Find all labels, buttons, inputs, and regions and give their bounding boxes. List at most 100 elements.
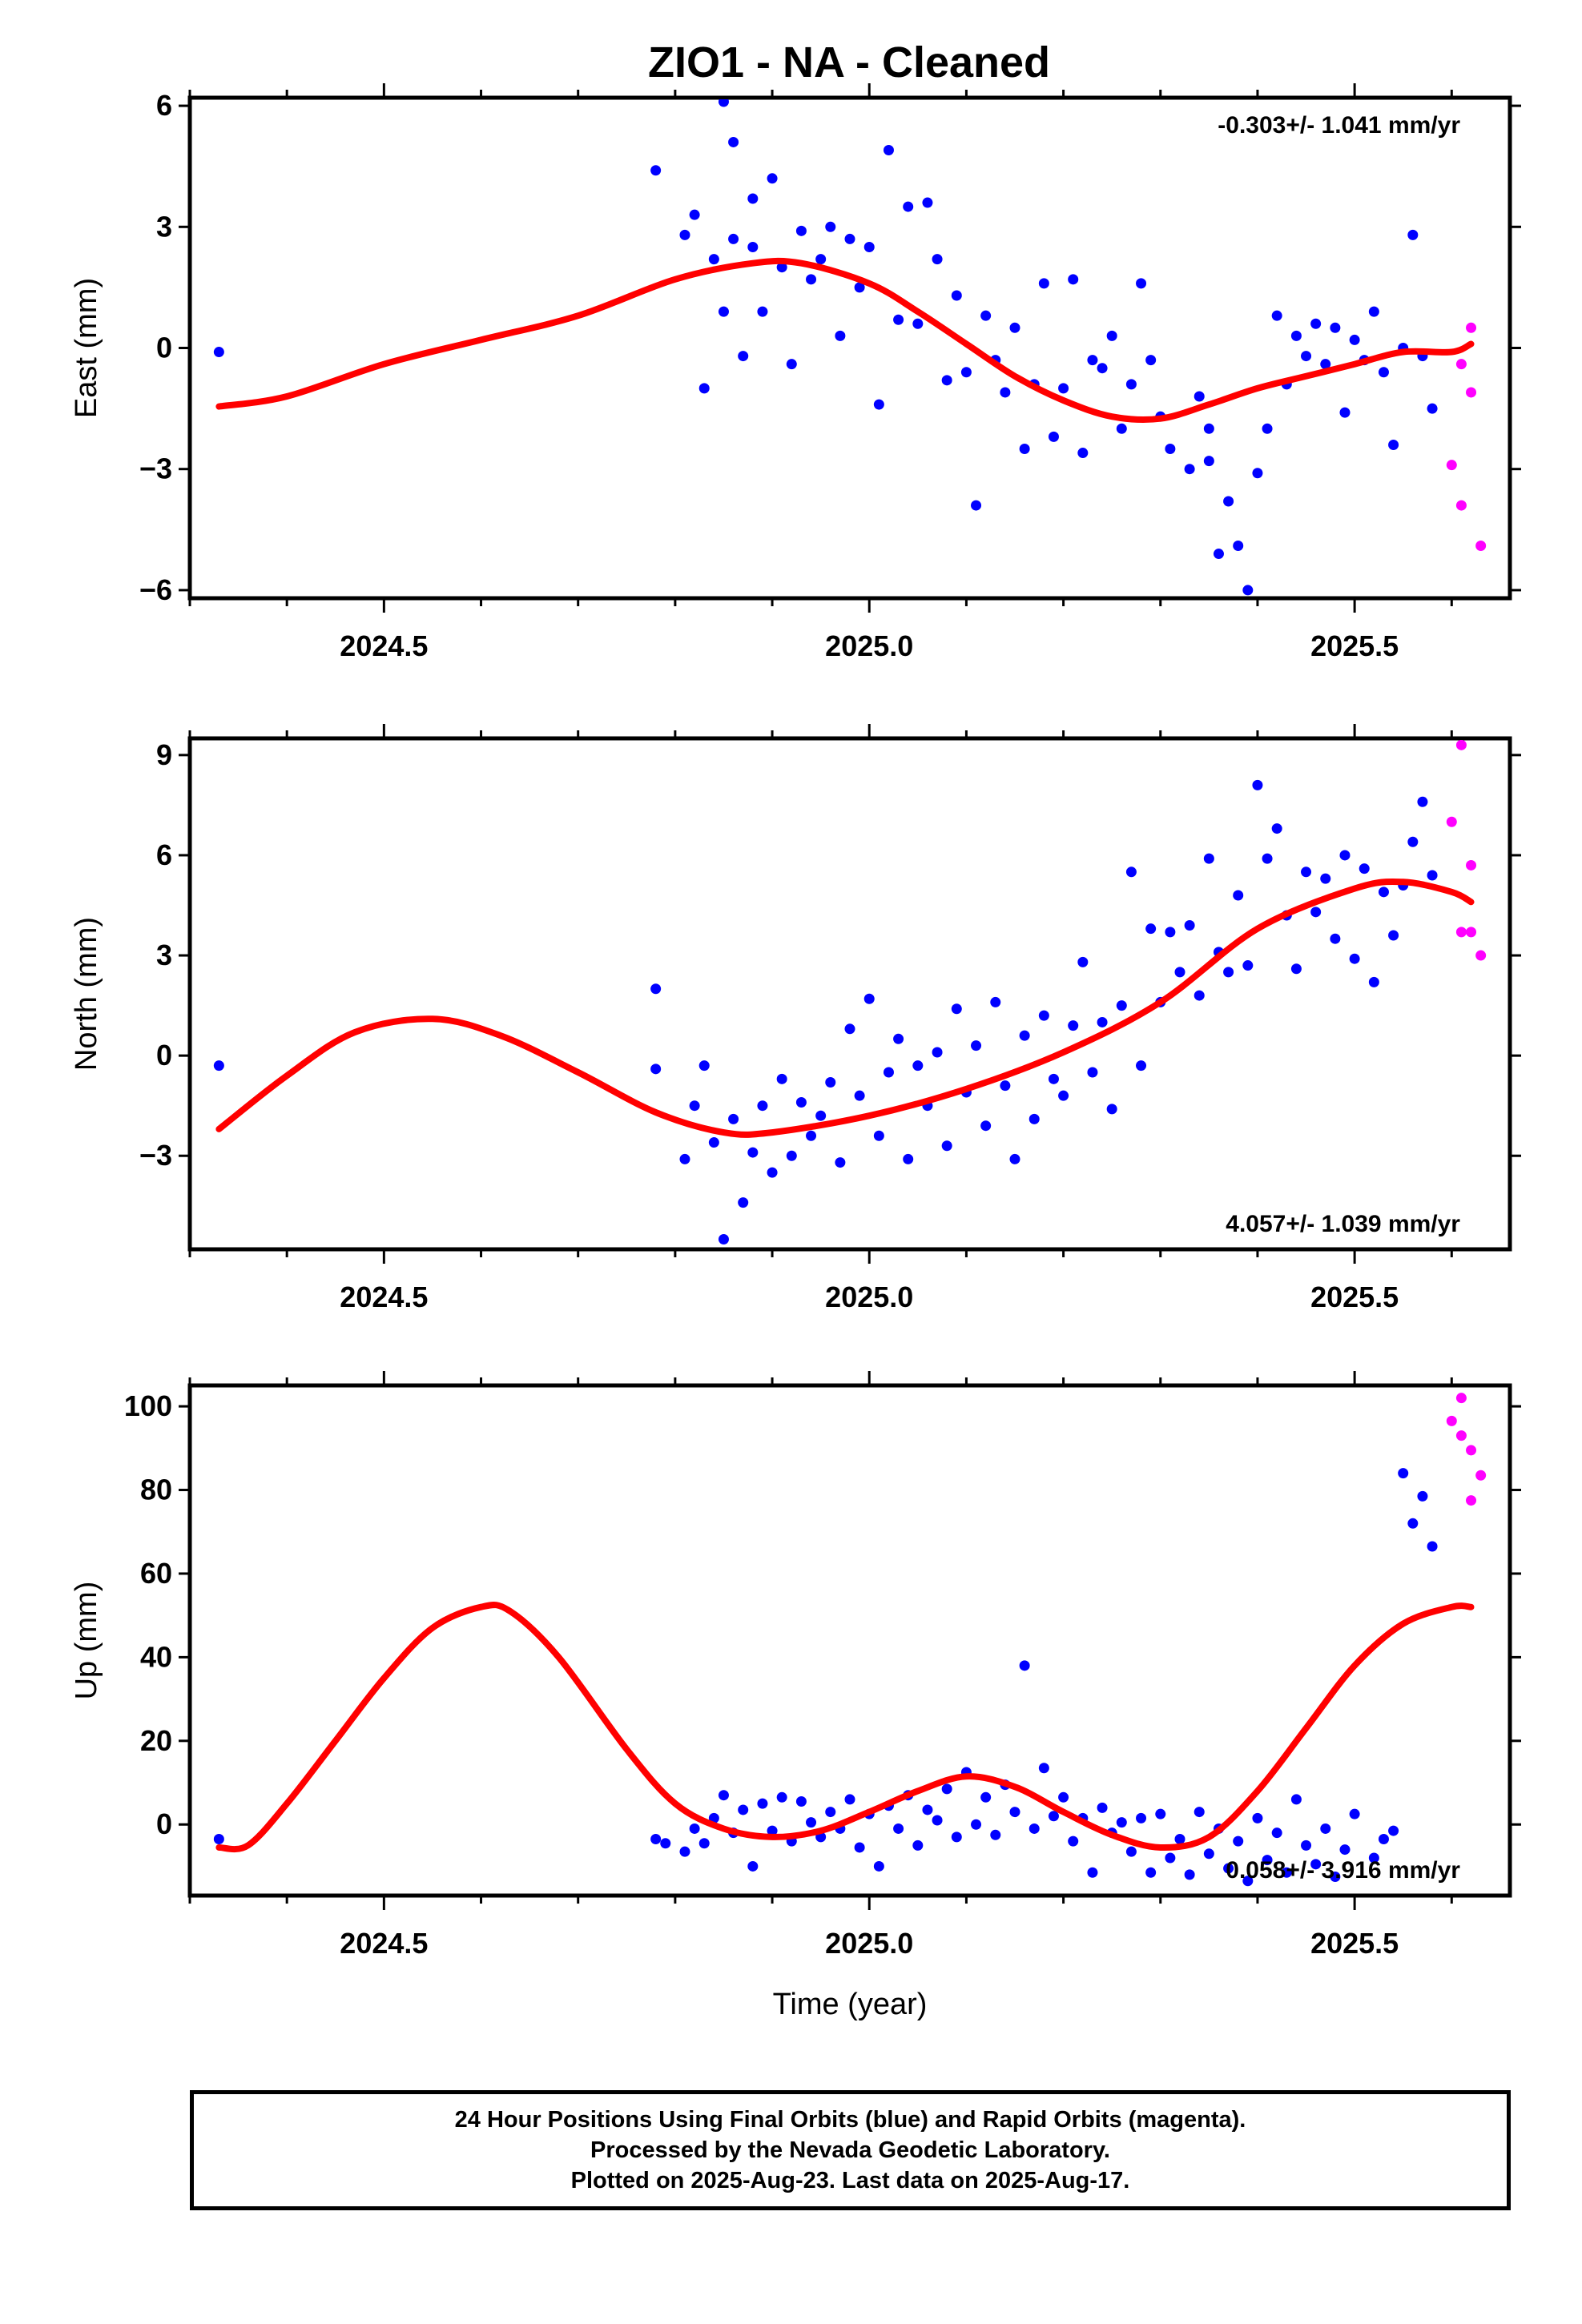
final-orbit-point	[1388, 1825, 1399, 1836]
y-tick-label: 80	[140, 1474, 172, 1506]
final-orbit-point	[213, 1060, 224, 1072]
final-orbit-point	[1203, 1848, 1214, 1860]
final-orbit-point	[1194, 1807, 1205, 1818]
final-orbit-point	[912, 1060, 924, 1072]
final-orbit-point	[825, 1077, 836, 1088]
final-orbit-point	[1097, 363, 1108, 374]
final-orbit-point	[1145, 1867, 1157, 1878]
final-orbit-point	[1097, 1802, 1108, 1813]
final-orbit-point	[1271, 1827, 1282, 1839]
final-orbit-point	[776, 262, 787, 273]
final-orbit-point	[1407, 1518, 1419, 1529]
final-orbit-point	[1233, 890, 1244, 901]
final-orbit-point	[1077, 956, 1089, 967]
final-orbit-point	[1233, 540, 1244, 551]
final-orbit-point	[1165, 1852, 1176, 1864]
final-orbit-point	[1417, 1490, 1428, 1502]
rapid-orbit-point	[1455, 927, 1467, 938]
rapid-orbit-point	[1455, 1430, 1467, 1441]
final-orbit-point	[980, 310, 992, 321]
final-orbit-point	[1378, 367, 1389, 378]
final-orbit-point	[893, 314, 904, 325]
final-orbit-point	[922, 197, 933, 208]
final-orbit-point	[776, 1791, 787, 1803]
final-orbit-point	[1339, 850, 1351, 861]
final-orbit-point	[922, 1804, 933, 1815]
chart-panels: −6 −3 0 3 6 2024.5 2025.0 2025.5 East (mm) -0.303…	[70, 83, 1521, 2021]
final-orbit-point	[650, 983, 662, 995]
final-orbit-point	[708, 1137, 719, 1148]
final-orbit-point	[747, 193, 759, 204]
final-orbit-point	[941, 1783, 952, 1795]
final-orbit-point	[1048, 1073, 1059, 1084]
rapid-orbit-point	[1466, 1495, 1477, 1506]
final-orbit-point	[1242, 1876, 1254, 1887]
final-orbit-point	[1203, 423, 1214, 434]
final-orbit-point	[718, 1790, 729, 1801]
fit-curve	[215, 257, 1475, 424]
final-orbit-point	[1203, 853, 1214, 864]
final-orbit-point	[1368, 976, 1379, 987]
final-orbit-point	[786, 1150, 797, 1161]
final-orbit-point	[1116, 1817, 1127, 1828]
final-orbit-point	[1194, 990, 1205, 1001]
final-orbit-point	[941, 375, 952, 386]
final-orbit-point	[1077, 448, 1089, 459]
x-tick-label: 2025.0	[825, 1281, 913, 1313]
final-orbit-point	[863, 241, 875, 252]
final-orbit-point	[708, 254, 719, 265]
final-orbit-point	[873, 1130, 884, 1141]
final-orbit-point	[951, 1831, 962, 1843]
rapid-orbit-point	[1446, 1415, 1457, 1426]
final-orbit-point	[825, 221, 836, 232]
final-orbit-point	[786, 359, 797, 370]
final-orbit-point	[1407, 229, 1419, 240]
final-orbit-point	[1252, 468, 1263, 479]
data-layer	[213, 99, 1487, 596]
final-orbit-point	[1038, 1010, 1049, 1021]
final-orbit-point	[650, 165, 662, 176]
final-orbit-point	[1349, 953, 1360, 964]
footer-caption: 24 Hour Positions Using Final Orbits (bl…	[190, 2090, 1511, 2210]
rapid-orbit-point	[1466, 1445, 1477, 1456]
y-axis-label: Up (mm)	[70, 1582, 103, 1700]
final-orbit-point	[835, 1157, 846, 1168]
final-orbit-point	[1301, 1839, 1312, 1851]
final-orbit-point	[1310, 1859, 1322, 1870]
final-orbit-point	[747, 241, 759, 252]
panel-1: −6 −3 0 3 6 2024.5 2025.0 2025.5 East (mm) -0.303…	[70, 83, 1521, 662]
rapid-orbit-point	[1455, 500, 1467, 511]
final-orbit-point	[1349, 334, 1360, 345]
final-orbit-point	[1125, 379, 1137, 390]
final-orbit-point	[728, 233, 739, 244]
final-orbit-point	[1378, 1834, 1389, 1845]
final-orbit-point	[990, 1829, 1001, 1840]
final-orbit-point	[806, 1817, 817, 1828]
rapid-orbit-point	[1466, 387, 1477, 398]
velocity-annotation: -0.303+/- 1.041 mm/yr	[1218, 112, 1460, 139]
x-tick-label: 2025.0	[825, 629, 913, 662]
final-orbit-point	[951, 290, 962, 301]
chart-title: ZIO1 - NA - Cleaned	[648, 38, 1050, 86]
final-orbit-point	[844, 1023, 855, 1035]
final-orbit-point	[1000, 1080, 1011, 1092]
final-orbit-point	[883, 1067, 894, 1078]
final-orbit-point	[1184, 920, 1195, 931]
final-orbit-point	[747, 1860, 759, 1872]
final-orbit-point	[932, 1047, 943, 1058]
final-orbit-point	[767, 173, 778, 184]
final-orbit-point	[1359, 863, 1370, 875]
final-orbit-point	[1427, 870, 1438, 881]
final-orbit-point	[679, 1153, 690, 1164]
final-orbit-point	[1106, 1104, 1117, 1115]
final-orbit-point	[1320, 873, 1331, 884]
rapid-orbit-point	[1466, 927, 1477, 938]
final-orbit-point	[1058, 1090, 1069, 1101]
final-orbit-point	[1349, 1808, 1360, 1819]
final-orbit-point	[854, 1842, 865, 1853]
final-orbit-point	[1087, 1867, 1098, 1878]
final-orbit-point	[1330, 1872, 1341, 1883]
final-orbit-point	[795, 1097, 807, 1108]
final-orbit-point	[1116, 1000, 1127, 1011]
